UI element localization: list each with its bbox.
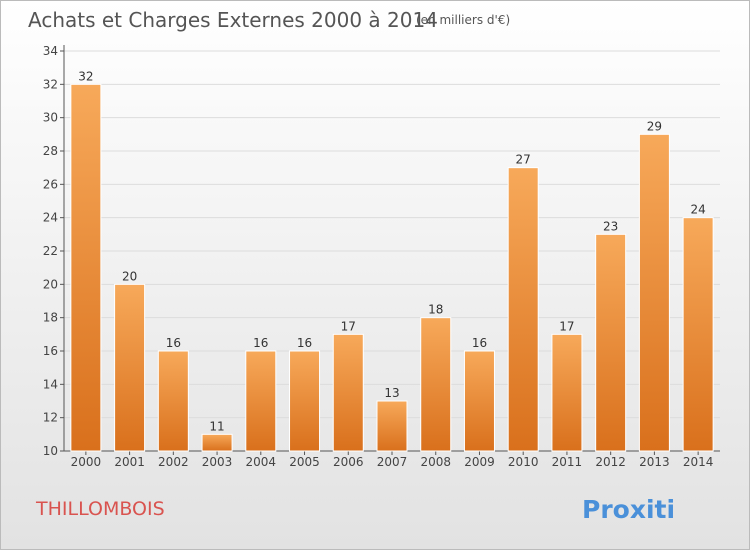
x-tick-label-2005: 2005	[289, 455, 320, 469]
y-tick-label: 22	[43, 244, 58, 258]
x-tick-label-2012: 2012	[595, 455, 626, 469]
bar-2003	[201, 433, 233, 452]
data-label-2012: 23	[603, 219, 618, 233]
x-tick-label-2013: 2013	[639, 455, 670, 469]
x-tick-label-2008: 2008	[420, 455, 451, 469]
x-tick-label-2007: 2007	[377, 455, 408, 469]
commune-name: THILLOMBOIS	[35, 498, 165, 520]
data-labels: 32 20 16 11 16 16 17 13 18 16 27 17 23 29 24	[78, 69, 706, 433]
data-label-2011: 17	[559, 319, 574, 333]
data-label-2009: 16	[472, 336, 487, 350]
bar-2005	[289, 350, 321, 452]
y-tick-label: 12	[43, 411, 58, 425]
x-tick-label-2001: 2001	[114, 455, 145, 469]
y-tick-labels: 10 12 14 16 18 20 22 24 26 28 30 32 34	[43, 44, 58, 458]
x-tick-label-2011: 2011	[552, 455, 583, 469]
data-label-2001: 20	[122, 269, 137, 283]
data-label-2003: 11	[209, 419, 224, 433]
y-tick-label: 10	[43, 444, 58, 458]
data-label-2013: 29	[647, 119, 662, 133]
bars	[70, 83, 714, 452]
data-label-2008: 18	[428, 303, 443, 317]
x-tick-label-2000: 2000	[71, 455, 102, 469]
x-tick-label-2006: 2006	[333, 455, 364, 469]
data-label-2014: 24	[690, 203, 705, 217]
data-label-2006: 17	[341, 319, 356, 333]
data-label-2007: 13	[384, 386, 399, 400]
proxiti-logo: Proxiti	[582, 495, 675, 524]
y-tick-label: 24	[43, 211, 58, 225]
chart-subtitle: (en milliers d'€)	[416, 13, 510, 27]
data-label-2005: 16	[297, 336, 312, 350]
bar-2000	[70, 83, 102, 452]
x-tick-label-2010: 2010	[508, 455, 539, 469]
data-label-2004: 16	[253, 336, 268, 350]
data-label-2010: 27	[516, 153, 531, 167]
y-tick-label: 26	[43, 177, 58, 191]
proxiti-logo-text: Proxiti	[582, 495, 675, 524]
bar-2014	[682, 217, 714, 452]
y-tick-label: 32	[43, 77, 58, 91]
x-tick-labels: 2000 2001 2002 2003 2004 2005 2006 2007 2008 2009…	[71, 455, 714, 469]
bar-2002	[157, 350, 189, 452]
y-tick-label: 18	[43, 311, 58, 325]
bar-2007	[376, 400, 408, 452]
bar-2009	[463, 350, 495, 452]
bar-2004	[245, 350, 277, 452]
x-tick-label-2003: 2003	[202, 455, 233, 469]
y-tick-label: 28	[43, 144, 58, 158]
bar-2006	[332, 333, 364, 452]
bar-2001	[114, 283, 146, 452]
x-tick-label-2004: 2004	[246, 455, 277, 469]
y-tick-label: 16	[43, 344, 58, 358]
bar-2010	[507, 167, 539, 452]
y-tick-label: 14	[43, 377, 58, 391]
chart-title: Achats et Charges Externes 2000 à 2014	[28, 8, 438, 32]
bar-2011	[551, 333, 583, 452]
bar-2012	[595, 233, 627, 452]
x-tick-label-2002: 2002	[158, 455, 189, 469]
data-label-2002: 16	[166, 336, 181, 350]
y-tick-label: 20	[43, 277, 58, 291]
x-tick-label-2009: 2009	[464, 455, 495, 469]
y-tick-label: 30	[43, 111, 58, 125]
bar-2013	[638, 133, 670, 452]
y-tick-label: 34	[43, 44, 58, 58]
x-tick-label-2014: 2014	[683, 455, 714, 469]
data-label-2000: 32	[78, 69, 93, 83]
bar-2008	[420, 317, 452, 452]
